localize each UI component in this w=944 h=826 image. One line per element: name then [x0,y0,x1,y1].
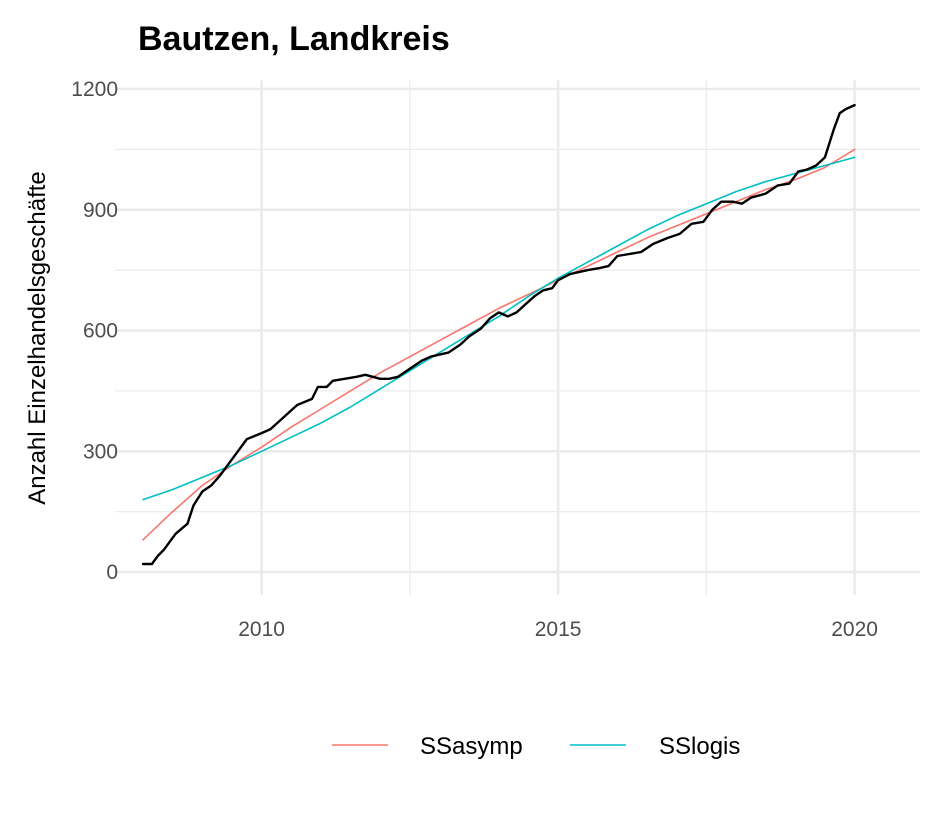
y-tick-label: 0 [106,561,118,584]
grid [115,80,920,595]
legend-label-sslogis: SSlogis [659,733,740,760]
y-tick-label: 900 [83,199,118,222]
legend: SSasymp SSlogis [332,733,740,760]
x-tick-label: 2020 [831,618,878,641]
y-tick-label: 1200 [71,78,118,101]
x-tick-label: 2015 [535,618,582,641]
series-line-sslogis [142,156,856,501]
y-tick-label: 300 [83,440,118,463]
y-axis-title: Anzahl Einzelhandelsgeschäfte [24,171,51,505]
legend-label-ssasymp: SSasymp [420,733,523,760]
series-layer [141,103,856,566]
x-tick-label: 2010 [238,618,285,641]
series-line-observed [141,103,856,566]
tick-labels: 0 300 600 900 1200 2010 2015 2020 [71,78,878,641]
chart-title: Bautzen, Landkreis [138,20,450,58]
y-tick-label: 600 [83,320,118,343]
